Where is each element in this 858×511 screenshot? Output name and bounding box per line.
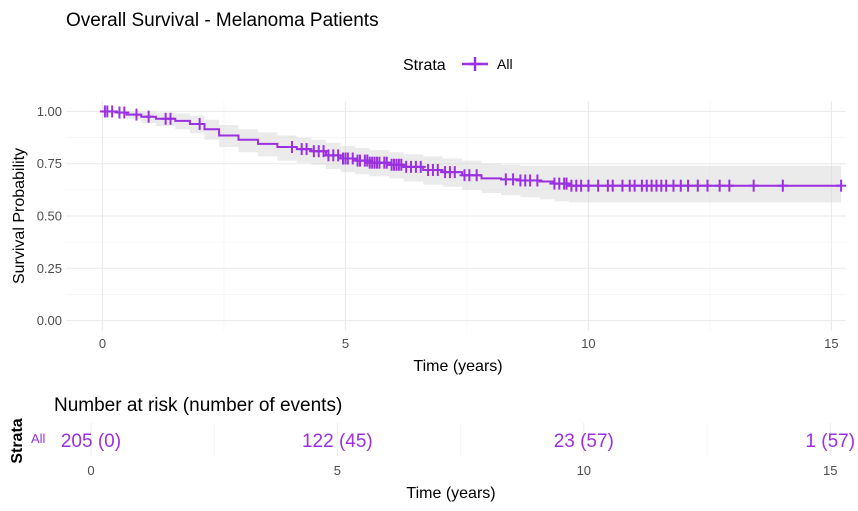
censor-mark <box>165 112 176 125</box>
censor-mark <box>714 179 725 192</box>
censor-mark <box>593 179 604 192</box>
censor-mark <box>432 164 443 176</box>
censor-mark <box>748 179 759 192</box>
censor-mark <box>724 179 735 192</box>
risk-value: 1 (57) <box>805 431 855 452</box>
y-tick-labels: 0.00 0.25 0.50 0.75 1.00 <box>37 104 62 328</box>
y-tick-label: 0.50 <box>37 209 62 224</box>
censor-marks <box>99 105 847 192</box>
censor-mark <box>583 179 594 192</box>
risk-values: 205 (0) 122 (45) 23 (57) 1 (57) <box>61 431 855 452</box>
legend-label-all: All <box>497 56 513 72</box>
legend: Strata All <box>403 56 513 74</box>
risk-value: 122 (45) <box>302 431 373 452</box>
censor-mark <box>415 160 426 173</box>
main-grid <box>66 101 846 331</box>
censor-mark <box>449 166 460 179</box>
censor-mark <box>286 141 297 153</box>
y-axis-title: Survival Probability <box>11 148 28 284</box>
y-tick-label: 1.00 <box>37 104 62 119</box>
risk-value: 205 (0) <box>61 431 121 452</box>
censor-mark <box>607 179 618 192</box>
risk-x-tick-label: 10 <box>577 463 591 478</box>
censor-mark <box>396 158 407 171</box>
censor-mark <box>702 179 713 192</box>
y-tick-label: 0.75 <box>37 156 62 171</box>
censor-mark <box>131 108 142 121</box>
censor-mark <box>508 173 519 186</box>
censor-mark <box>692 179 703 192</box>
censor-mark <box>107 105 118 118</box>
censor-mark <box>683 179 694 192</box>
x-tick-labels: 0 5 10 15 <box>99 336 839 351</box>
chart-title: Overall Survival - Melanoma Patients <box>66 10 379 31</box>
risk-strata-label: All <box>31 431 46 446</box>
risk-grid <box>90 423 831 456</box>
x-tick-label: 10 <box>581 336 595 351</box>
ci-band <box>102 111 842 203</box>
censor-mark <box>301 143 312 156</box>
risk-table-title: Number at risk (number of events) <box>54 395 342 416</box>
censor-mark <box>836 179 847 192</box>
risk-x-tick-label: 5 <box>334 463 341 478</box>
censor-mark <box>532 174 543 187</box>
risk-value: 23 (57) <box>554 431 614 452</box>
risk-y-title: Strata <box>9 418 26 463</box>
censor-mark <box>143 110 154 123</box>
risk-x-tick-label: 0 <box>87 463 94 478</box>
risk-x-tick-labels: 0 5 10 15 <box>87 463 837 478</box>
x-tick-label: 0 <box>99 336 106 351</box>
censor-mark <box>119 106 130 119</box>
censor-mark <box>194 118 205 130</box>
confidence-band <box>102 111 842 203</box>
censor-mark <box>381 156 392 169</box>
risk-x-axis-title: Time (years) <box>406 485 495 502</box>
x-tick-label: 5 <box>342 336 349 351</box>
y-tick-label: 0.25 <box>37 261 62 276</box>
x-tick-label: 15 <box>824 336 838 351</box>
censor-mark <box>561 177 572 190</box>
censor-mark <box>471 169 482 182</box>
x-axis-title: Time (years) <box>413 358 502 375</box>
censor-mark <box>347 152 358 165</box>
legend-key-all <box>462 57 488 71</box>
y-tick-label: 0.00 <box>37 313 62 328</box>
censor-mark <box>777 179 788 192</box>
risk-x-tick-label: 15 <box>823 463 837 478</box>
legend-title: Strata <box>403 57 446 74</box>
